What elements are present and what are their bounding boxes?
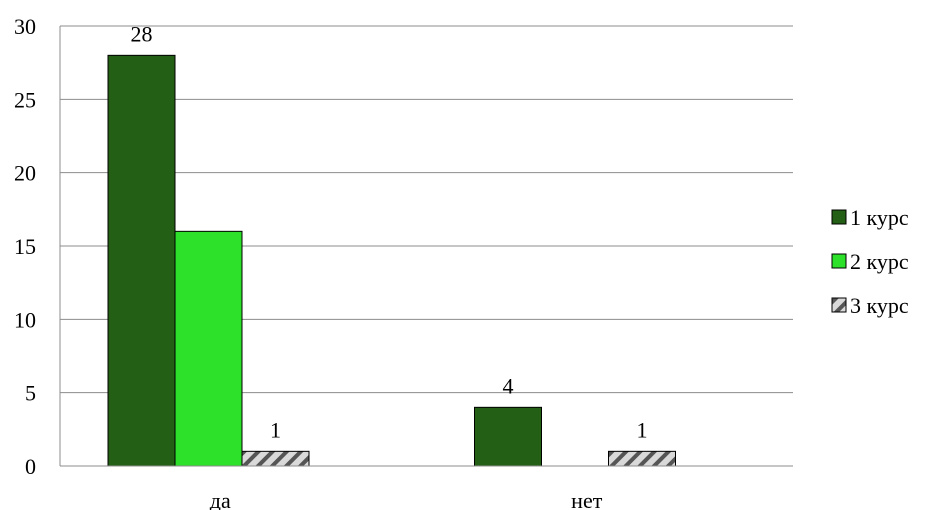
legend-swatch-2 bbox=[831, 253, 847, 269]
data-label-3-2: 1 bbox=[637, 417, 648, 442]
data-label-1-1: 28 bbox=[131, 21, 153, 46]
y-axis: 0 5 10 15 20 25 30 bbox=[14, 14, 61, 479]
legend-label-3: 3 курс bbox=[850, 293, 909, 318]
bar-3-2 bbox=[608, 450, 676, 467]
y-tick-label-1: 5 bbox=[25, 381, 36, 406]
bar-1-2 bbox=[474, 406, 542, 467]
legend: 1 курс 2 курс 3 курс bbox=[831, 205, 909, 318]
legend-label-1: 1 курс bbox=[850, 205, 909, 230]
data-label-3-1: 1 bbox=[270, 417, 281, 442]
x-axis: да нет bbox=[60, 465, 793, 510]
bar-3-1 bbox=[241, 450, 310, 467]
y-tick-label-2: 10 bbox=[14, 307, 36, 332]
y-tick-label-6: 30 bbox=[14, 14, 36, 39]
y-tick-label-0: 0 bbox=[25, 454, 36, 479]
legend-swatch-3 bbox=[831, 297, 847, 313]
y-tick-label-3: 15 bbox=[14, 234, 36, 259]
x-category-label-2: нет bbox=[571, 488, 603, 510]
bar-2-1 bbox=[174, 230, 243, 467]
legend-label-2: 2 курс bbox=[850, 249, 909, 274]
data-labels: 28 1 4 1 bbox=[131, 21, 648, 442]
data-label-1-2: 4 bbox=[503, 373, 514, 398]
y-tick-label-4: 20 bbox=[14, 161, 36, 186]
y-tick-label-5: 25 bbox=[14, 87, 36, 112]
x-category-label-1: да bbox=[210, 488, 231, 510]
bars bbox=[107, 54, 676, 467]
legend-swatch-1 bbox=[831, 209, 847, 225]
bar-1-1 bbox=[107, 54, 176, 467]
